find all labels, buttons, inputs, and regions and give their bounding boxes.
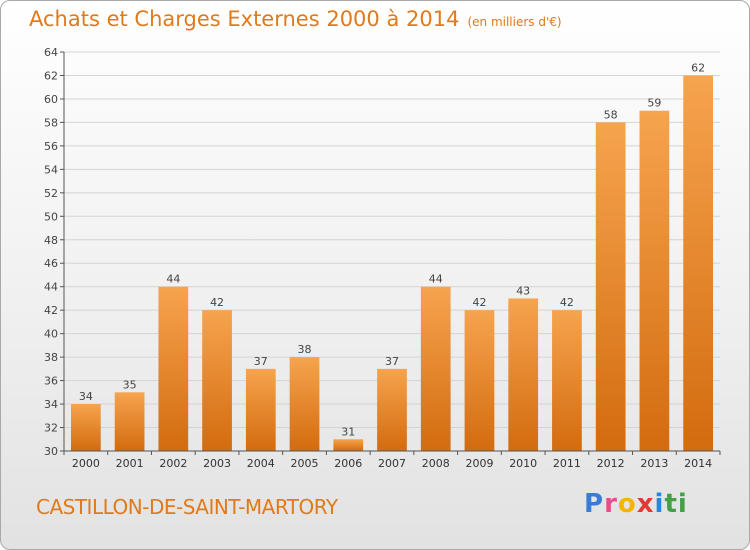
x-tick-label: 2008 <box>422 457 450 470</box>
bar-2013 <box>639 110 670 452</box>
x-tick-label: 2009 <box>465 457 493 470</box>
y-tick-label: 30 <box>44 445 58 458</box>
y-tick-label: 38 <box>44 351 58 364</box>
chart-title: Achats et Charges Externes 2000 à 2014 (e… <box>29 7 562 31</box>
x-tick-label: 2011 <box>553 457 581 470</box>
y-tick-label: 46 <box>44 257 58 270</box>
x-tick-label: 2007 <box>378 457 406 470</box>
y-tick-label: 54 <box>44 163 58 176</box>
data-label: 59 <box>647 97 661 110</box>
proxiti-logo: Proxiti <box>584 489 688 519</box>
x-tick-label: 2000 <box>72 457 100 470</box>
bar-2009 <box>464 310 495 451</box>
town-name: CASTILLON-DE-SAINT-MARTORY <box>36 495 338 519</box>
x-tick-label: 2010 <box>509 457 537 470</box>
logo-letter: r <box>604 489 618 519</box>
data-label: 35 <box>123 378 137 391</box>
y-tick-label: 36 <box>44 375 58 388</box>
axes: 30 32 34 36 38 40 42 44 46 48 50 52 54 56 58 60 62 64 2000… <box>44 46 721 470</box>
bars <box>70 75 714 452</box>
x-tick-label: 2002 <box>159 457 187 470</box>
x-tick-label: 2004 <box>247 457 275 470</box>
x-tick-label: 2006 <box>334 457 362 470</box>
x-tick-label: 2012 <box>597 457 625 470</box>
logo-letter: P <box>584 489 605 519</box>
bar-2014 <box>683 75 714 452</box>
y-tick-label: 50 <box>44 210 58 223</box>
data-label: 44 <box>166 273 180 286</box>
y-tick-label: 32 <box>44 422 58 435</box>
data-label: 42 <box>472 296 486 309</box>
bar-2003 <box>202 310 232 451</box>
data-label: 34 <box>79 390 93 403</box>
bar-2006 <box>333 439 364 451</box>
x-tick-label: 2014 <box>684 457 712 470</box>
x-tick-label: 2013 <box>640 457 668 470</box>
chart-unit: (en milliers d'€) <box>467 15 562 29</box>
data-labels: 34 35 44 42 37 38 31 37 44 42 43 42 58 59 62 <box>79 61 705 438</box>
y-tick-label: 44 <box>44 281 58 294</box>
x-tick-label: 2003 <box>203 457 231 470</box>
logo-letter: i <box>677 489 688 519</box>
logo-letter: i <box>654 489 665 519</box>
bar-2000 <box>70 404 101 451</box>
logo-letter: o <box>617 489 637 519</box>
data-label: 38 <box>298 343 312 356</box>
data-label: 58 <box>604 108 618 121</box>
y-tick-label: 56 <box>44 140 58 153</box>
y-tick-label: 48 <box>44 234 58 247</box>
x-tick-label: 2001 <box>116 457 144 470</box>
bar-2001 <box>114 392 145 451</box>
bar-2002 <box>158 286 189 451</box>
bar-2004 <box>245 368 276 451</box>
bar-2010 <box>508 298 539 451</box>
data-label: 44 <box>429 273 443 286</box>
y-tick-label: 64 <box>44 46 58 59</box>
y-tick-label: 60 <box>44 93 58 106</box>
bar-2007 <box>377 368 407 451</box>
data-label: 31 <box>341 425 355 438</box>
y-tick-label: 34 <box>44 398 58 411</box>
data-label: 37 <box>254 355 268 368</box>
bar-2008 <box>420 286 451 451</box>
y-tick-label: 40 <box>44 328 58 341</box>
data-label: 62 <box>691 61 705 74</box>
data-label: 43 <box>516 284 530 297</box>
x-tick-label: 2005 <box>291 457 319 470</box>
data-label: 37 <box>385 355 399 368</box>
bar-2012 <box>595 122 626 451</box>
bar-2005 <box>289 357 320 451</box>
chart-title-text: Achats et Charges Externes 2000 à 2014 <box>29 7 460 31</box>
logo-letter: x <box>636 489 655 519</box>
data-label: 42 <box>210 296 224 309</box>
y-tick-label: 58 <box>44 116 58 129</box>
logo-letter: t <box>664 489 678 519</box>
y-tick-label: 42 <box>44 304 58 317</box>
y-tick-label: 62 <box>44 69 58 82</box>
bar-2011 <box>552 310 582 451</box>
data-label: 42 <box>560 296 574 309</box>
y-tick-label: 52 <box>44 187 58 200</box>
